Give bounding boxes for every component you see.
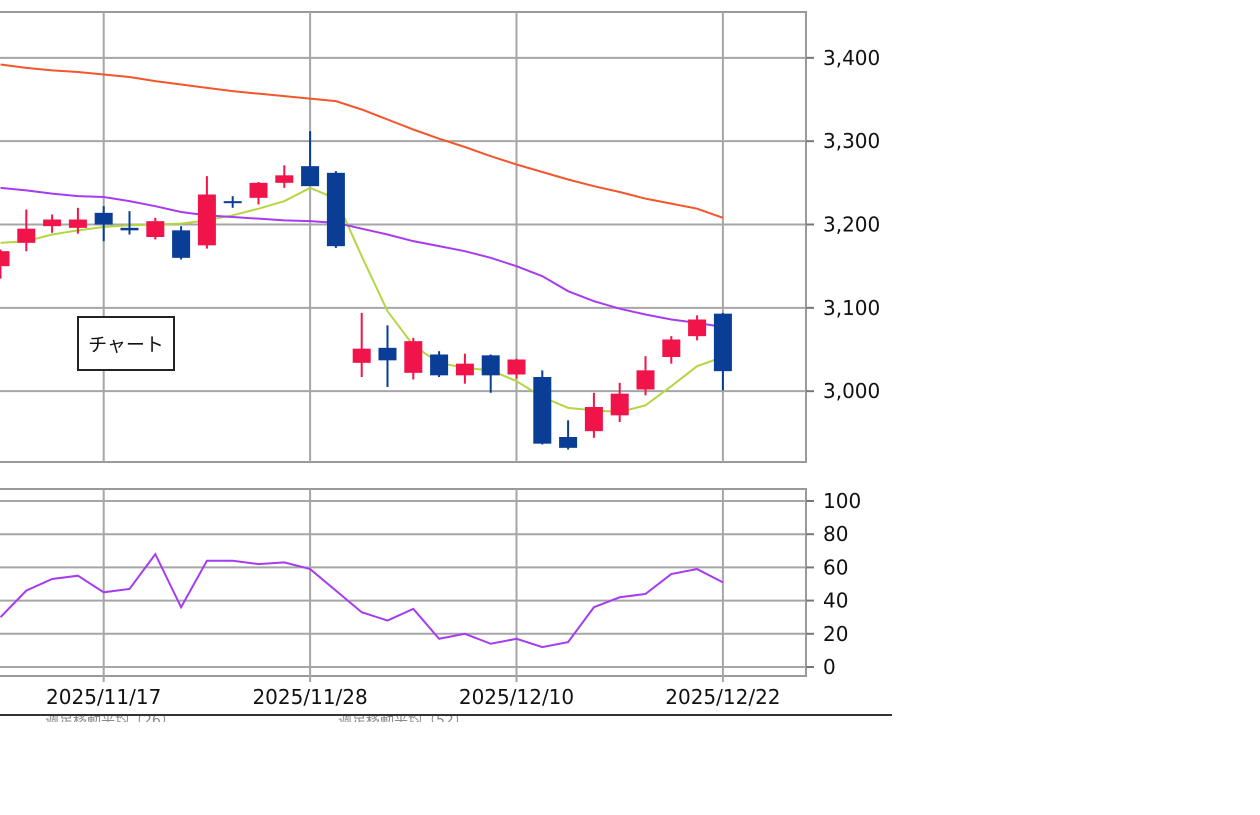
oscillator-panel: 0 20 40 60 80 100 [0, 488, 861, 682]
moving-average-line-3 [0, 63, 724, 219]
candle-down [559, 437, 578, 448]
candle-down [713, 313, 732, 372]
moving-average-line-2 [0, 186, 724, 328]
candle-down [533, 377, 552, 444]
oscillator-tick-label: 80 [823, 522, 848, 546]
price-tick-label: 3,200 [823, 213, 880, 237]
candle-down [120, 227, 139, 231]
candle-up [146, 221, 165, 237]
candle-up [0, 251, 10, 267]
date-tick-label: 2025/12/22 [665, 685, 780, 709]
bottom-strip: 週足移動平均（26） 週足移動平均（52） [0, 714, 892, 736]
candle-up [507, 359, 526, 375]
date-tick-label: 2025/11/28 [252, 685, 367, 709]
candle-down [378, 347, 397, 361]
oscillator-tick-label: 100 [823, 489, 861, 513]
candle-down [481, 355, 500, 376]
oscillator-panel-frame [0, 488, 807, 677]
candle-down [430, 354, 449, 376]
oscillator-line-1 [0, 552, 724, 649]
price-tick-label: 3,000 [823, 379, 880, 403]
bottom-divider [0, 714, 892, 716]
price-panel: 3,000 3,100 3,200 3,300 3,400 [0, 11, 880, 463]
candle-up [455, 363, 474, 376]
price-tick-label: 3,400 [823, 46, 880, 70]
candle-up [197, 194, 216, 246]
candle-down [223, 201, 242, 204]
candle-up [584, 407, 603, 432]
footer-text-left: 週足移動平均（26） [45, 716, 175, 722]
candle-down [326, 172, 345, 247]
candle-up [275, 175, 294, 183]
candle-up [17, 228, 36, 243]
oscillator-tick-label: 40 [823, 589, 848, 613]
candle-up [249, 182, 268, 198]
candle-up [404, 341, 423, 373]
candle-up [43, 219, 62, 227]
candle-up [662, 339, 681, 357]
price-plot-area [0, 63, 732, 450]
oscillator-tick-label: 20 [823, 622, 848, 646]
candle-up [610, 393, 629, 416]
price-tick-label: 3,100 [823, 296, 880, 320]
price-panel-frame [0, 11, 807, 463]
candle-up [688, 319, 707, 337]
chart-button[interactable]: チャート [77, 316, 175, 371]
candle-up [636, 370, 655, 390]
oscillator-tick-label: 0 [823, 655, 836, 679]
candle-down [94, 212, 113, 225]
candle-down [172, 230, 191, 258]
oscillator-tick-label: 60 [823, 555, 848, 579]
date-tick-label: 2025/12/10 [459, 685, 574, 709]
candle-down [301, 166, 320, 187]
footer-text-right: 週足移動平均（52） [338, 716, 468, 722]
price-tick-label: 3,300 [823, 129, 880, 153]
date-tick-label: 2025/11/17 [46, 685, 161, 709]
candle-up [352, 348, 371, 363]
candle-up [68, 219, 87, 228]
date-axis: 2025/11/17 2025/11/28 2025/12/10 2025/12/22 [46, 685, 780, 709]
